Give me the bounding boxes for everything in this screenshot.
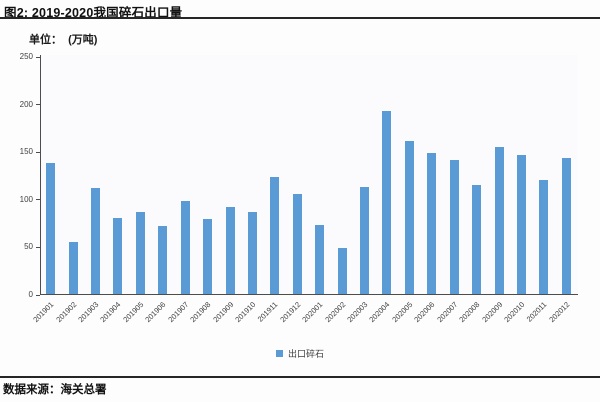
bar-202006: [427, 153, 437, 294]
title-divider: [0, 17, 600, 19]
bar-201901: [46, 162, 56, 294]
bar-201910: [247, 212, 257, 294]
bar-201905: [135, 212, 145, 294]
bar-202012: [561, 157, 571, 294]
y-tick-label: 0: [28, 290, 33, 299]
y-tick-mark: [36, 246, 40, 248]
bar-201912: [292, 194, 302, 294]
bar-201911: [270, 176, 280, 294]
bar-202009: [494, 147, 504, 294]
footer-divider: [0, 376, 600, 378]
bar-202008: [472, 184, 482, 294]
y-tick-mark: [36, 294, 40, 296]
bar-201903: [91, 188, 101, 294]
bar-201902: [68, 241, 78, 294]
bar-202011: [539, 179, 549, 294]
bar-202001: [315, 224, 325, 294]
y-tick-mark: [36, 56, 40, 58]
plot-area: [40, 55, 578, 295]
y-tick-label: 50: [24, 242, 33, 252]
bar-202007: [449, 159, 459, 294]
unit-label: 单位： (万吨): [29, 34, 98, 46]
bar-chart: 0 50 100 150 200 250 201901 201902 201903 201904…: [19, 52, 578, 324]
legend-label: 出口碎石: [287, 348, 324, 359]
y-tick-mark: [36, 199, 40, 201]
bar-201908: [203, 218, 213, 294]
bar-202005: [404, 140, 414, 294]
y-tick-label: 100: [19, 194, 33, 204]
y-tick-label: 250: [19, 52, 33, 61]
bar-202004: [382, 111, 392, 294]
legend-swatch: [275, 349, 283, 357]
bar-201907: [180, 200, 190, 294]
bar-202002: [337, 248, 347, 294]
bar-201909: [225, 207, 235, 294]
y-tick-mark: [36, 151, 40, 153]
data-source: 数据来源：海关总署: [3, 384, 107, 396]
bar-201906: [158, 226, 168, 294]
bar-202010: [516, 155, 526, 294]
y-tick-label: 150: [19, 147, 33, 157]
legend: 出口碎石: [0, 346, 600, 360]
y-tick-mark: [36, 104, 40, 106]
y-tick-label: 200: [19, 99, 33, 109]
figure-title: 图2: 2019-2020我国碎石出口量: [4, 6, 183, 20]
bar-201904: [113, 217, 123, 294]
bar-202003: [360, 187, 370, 294]
